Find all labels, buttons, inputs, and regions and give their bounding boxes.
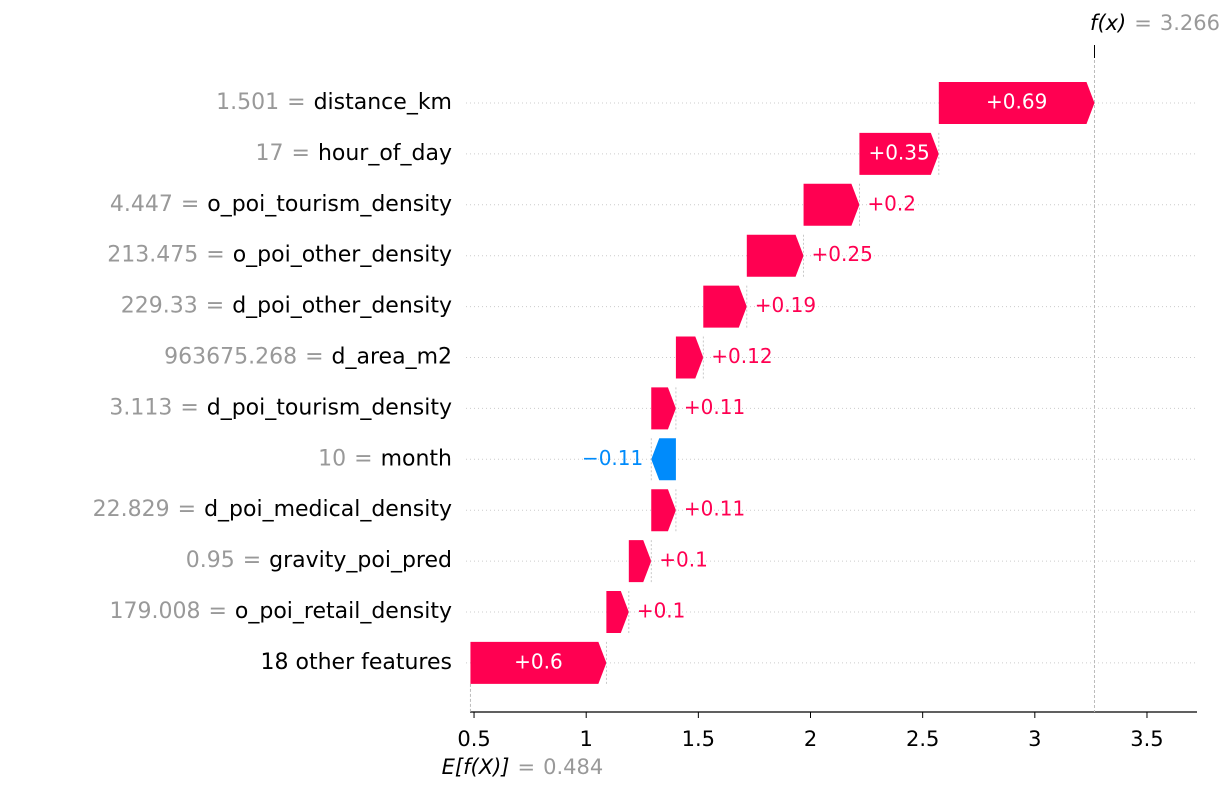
feature-label: 22.829 = d_poi_medical_density — [93, 497, 452, 522]
feature-value: 213.475 — [107, 243, 198, 268]
feature-value: 179.008 — [109, 599, 200, 624]
feature-name: o_poi_tourism_density — [207, 192, 452, 217]
value-label: +0.69 — [986, 90, 1047, 114]
label: f(x) — [1090, 11, 1126, 35]
feature-name: 18 other features — [261, 650, 452, 675]
equals: = — [292, 141, 310, 166]
x-tick-label: 1.5 — [682, 727, 715, 751]
equals: = — [243, 548, 261, 573]
equals: = — [208, 599, 226, 624]
equals: = — [206, 243, 224, 268]
value: 0.484 — [543, 755, 603, 779]
x-tick-label: 1 — [580, 727, 593, 751]
feature-label: 963675.268 = d_area_m2 — [164, 345, 452, 370]
feature-label: 1.501 = distance_km — [216, 90, 452, 115]
feature-name: d_poi_medical_density — [204, 497, 452, 522]
feature-label: 213.475 = o_poi_other_density — [107, 243, 452, 268]
feature-name: d_poi_other_density — [232, 294, 452, 319]
bar — [651, 387, 676, 430]
feature-label: 229.33 = d_poi_other_density — [121, 294, 452, 319]
bar — [651, 438, 676, 481]
bar — [606, 591, 629, 633]
feature-name: d_area_m2 — [332, 345, 452, 370]
feature-label: 17 = hour_of_day — [256, 141, 453, 166]
base-label: E[f(X)] = 0.484 — [442, 755, 604, 779]
feature-name: distance_km — [314, 90, 452, 115]
feature-name: o_poi_other_density — [233, 243, 452, 268]
feature-name: gravity_poi_pred — [269, 548, 452, 573]
equals: = — [517, 755, 535, 779]
x-tick-label: 2.5 — [906, 727, 939, 751]
feature-label: 0.95 = gravity_poi_pred — [186, 548, 452, 573]
feature-value: 1.501 — [216, 90, 279, 115]
x-tick-label: 3.5 — [1130, 727, 1163, 751]
value-label: +0.35 — [868, 140, 929, 164]
feature-value: 963675.268 — [164, 345, 297, 370]
equals: = — [1134, 11, 1152, 35]
output-label: f(x) = 3.266 — [1090, 11, 1220, 35]
bar — [803, 183, 860, 226]
bar — [703, 285, 747, 328]
feature-label: 10 = month — [318, 446, 452, 471]
bar — [628, 540, 652, 583]
bar — [675, 336, 704, 379]
feature-value: 22.829 — [93, 497, 170, 522]
equals: = — [354, 446, 372, 471]
feature-label: 3.113 = d_poi_tourism_density — [109, 395, 452, 420]
value-label: +0.12 — [711, 344, 772, 368]
value-label: +0.1 — [659, 548, 708, 572]
equals: = — [181, 192, 199, 217]
feature-value: 0.95 — [186, 548, 235, 573]
value-label: +0.25 — [812, 242, 873, 266]
value-label: +0.11 — [684, 497, 745, 521]
value: 3.266 — [1160, 11, 1220, 35]
bar — [859, 132, 939, 175]
feature-label: 4.447 = o_poi_tourism_density — [110, 192, 452, 217]
x-tick-label: 0.5 — [457, 727, 490, 751]
bar — [938, 82, 1095, 124]
x-tick-label: 3 — [1028, 727, 1041, 751]
value-label: +0.1 — [637, 599, 686, 623]
value-label: +0.11 — [684, 395, 745, 419]
value-label: +0.6 — [514, 649, 563, 673]
equals: = — [305, 345, 323, 370]
value-label: +0.19 — [755, 293, 816, 317]
bar — [746, 234, 804, 277]
feature-name: month — [381, 446, 452, 471]
feature-value: 10 — [318, 446, 346, 471]
label: E[f(X)] — [442, 755, 510, 779]
feature-name: d_poi_tourism_density — [207, 395, 452, 420]
equals: = — [180, 395, 198, 420]
feature-name: o_poi_retail_density — [235, 599, 452, 624]
feature-value: 4.447 — [110, 192, 173, 217]
feature-value: 229.33 — [121, 294, 198, 319]
bar — [470, 641, 607, 684]
equals: = — [178, 497, 196, 522]
feature-name: hour_of_day — [318, 141, 452, 166]
feature-label: 18 other features — [261, 650, 452, 675]
equals: = — [287, 90, 305, 115]
feature-value: 17 — [256, 141, 284, 166]
bar — [651, 489, 676, 532]
equals: = — [206, 294, 224, 319]
value-label: +0.2 — [867, 191, 916, 215]
value-label: −0.11 — [582, 446, 643, 470]
feature-label: 179.008 = o_poi_retail_density — [109, 599, 452, 624]
x-tick-label: 2 — [804, 727, 817, 751]
feature-value: 3.113 — [109, 395, 172, 420]
